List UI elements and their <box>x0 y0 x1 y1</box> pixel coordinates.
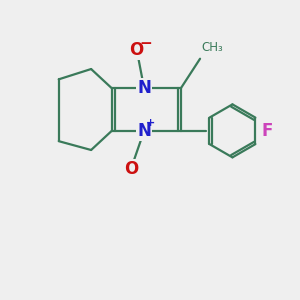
Text: +: + <box>146 118 155 128</box>
Text: CH₃: CH₃ <box>202 41 223 54</box>
Text: N: N <box>137 79 151 97</box>
Text: N: N <box>137 122 151 140</box>
Text: O: O <box>124 160 138 178</box>
Text: F: F <box>261 122 273 140</box>
Text: O: O <box>130 41 144 59</box>
Text: −: − <box>140 36 152 51</box>
